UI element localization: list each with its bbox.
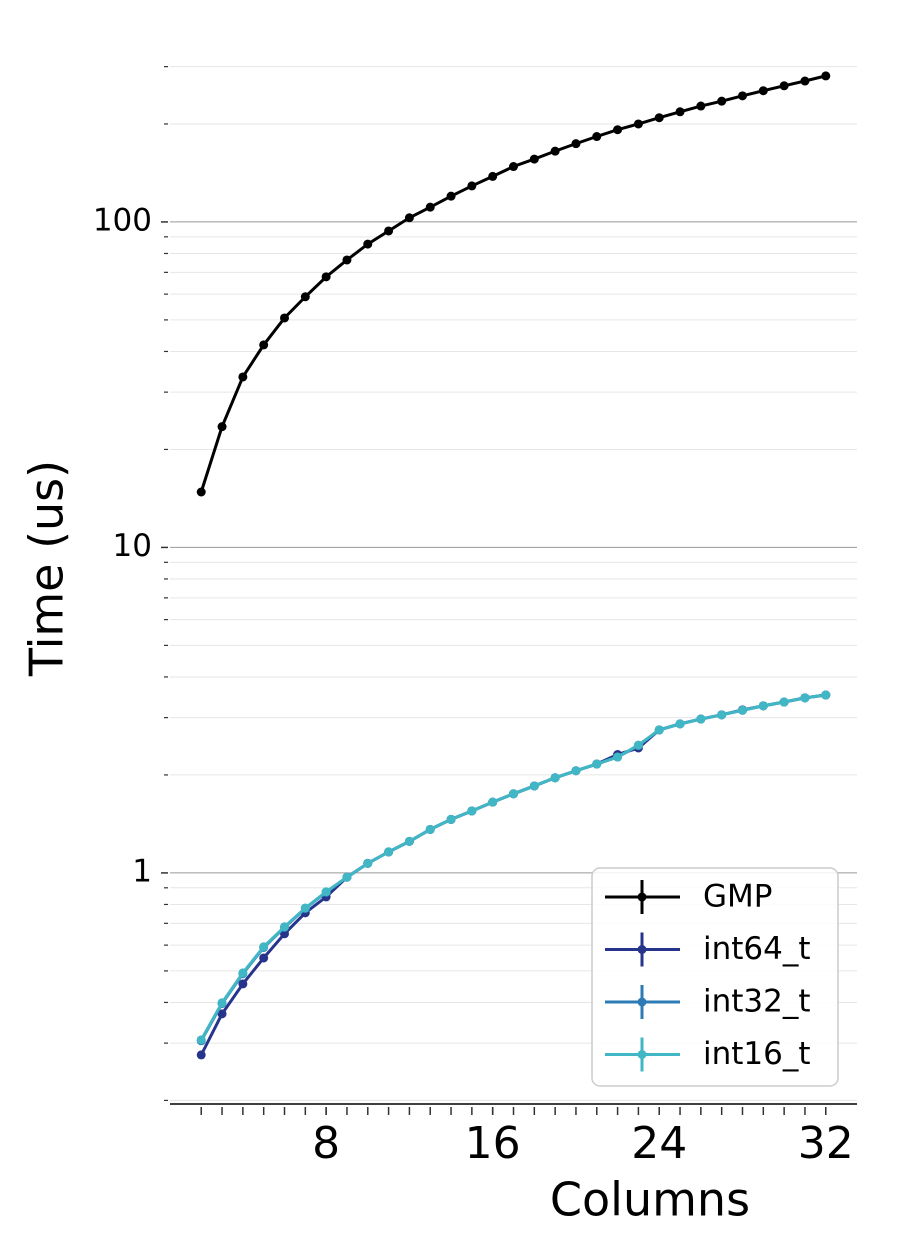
data-point <box>800 693 810 703</box>
data-point <box>654 725 664 735</box>
data-point <box>717 710 727 720</box>
data-point <box>779 81 789 91</box>
data-point <box>321 272 331 282</box>
data-point <box>571 766 581 776</box>
data-point <box>384 226 394 236</box>
y-tick-label: 10 <box>113 528 152 564</box>
data-point <box>404 836 414 846</box>
data-point <box>592 132 602 142</box>
data-point <box>363 858 373 868</box>
legend-marker <box>637 997 647 1007</box>
legend: GMP int64_t int32_t int16_t <box>591 867 839 1087</box>
y-axis-label: Time (us) <box>20 460 74 677</box>
data-point <box>321 887 331 897</box>
data-point <box>758 86 768 96</box>
data-point <box>342 872 352 882</box>
data-point <box>529 154 539 164</box>
data-point <box>467 181 477 191</box>
data-point <box>259 953 269 963</box>
data-point <box>821 690 831 700</box>
data-point <box>821 71 831 81</box>
x-tick-label: 24 <box>631 1118 687 1169</box>
data-point <box>238 979 248 989</box>
data-point <box>509 162 518 172</box>
data-point <box>675 107 685 117</box>
data-point <box>613 125 623 135</box>
data-point <box>404 213 414 223</box>
data-point <box>738 705 747 715</box>
data-point <box>196 1035 206 1045</box>
data-point <box>488 171 498 181</box>
legend-label: int32_t <box>703 984 811 1020</box>
data-point <box>738 91 747 101</box>
data-point <box>467 806 477 816</box>
legend-label: int64_t <box>703 931 811 967</box>
legend-box <box>591 867 839 1087</box>
data-point <box>675 719 685 729</box>
x-tick-label: 8 <box>312 1118 340 1169</box>
data-point <box>259 340 269 350</box>
legend-marker <box>637 892 647 902</box>
data-point <box>425 202 435 212</box>
data-point <box>196 1050 206 1060</box>
legend-marker <box>637 1050 647 1059</box>
data-point <box>217 422 227 432</box>
legend-label: GMP <box>703 879 772 915</box>
data-point <box>238 968 248 978</box>
data-point <box>509 789 518 799</box>
data-point <box>280 313 289 323</box>
x-axis-label: Columns <box>550 1173 750 1227</box>
x-tick-label: 32 <box>798 1118 854 1169</box>
data-point <box>654 113 664 123</box>
legend-marker <box>637 945 647 954</box>
data-point <box>571 139 581 149</box>
data-point <box>217 1009 227 1019</box>
data-point <box>529 781 539 791</box>
data-point <box>696 714 706 724</box>
data-point <box>550 146 560 156</box>
data-point <box>217 998 227 1008</box>
data-point <box>363 239 373 249</box>
data-point <box>280 922 289 932</box>
data-point <box>800 76 810 86</box>
data-point <box>446 191 456 201</box>
data-point <box>758 701 768 711</box>
x-tick-label: 16 <box>465 1118 521 1169</box>
data-point <box>633 740 643 750</box>
data-point <box>592 759 602 769</box>
data-point <box>488 797 498 807</box>
y-tick-label: 1 <box>132 853 152 889</box>
data-point <box>696 101 706 111</box>
data-point <box>300 292 310 302</box>
data-point <box>342 255 352 265</box>
data-point <box>779 697 789 707</box>
data-point <box>446 814 456 824</box>
data-point <box>196 487 206 497</box>
data-point <box>300 903 310 913</box>
y-tick-label: 100 <box>93 202 152 238</box>
data-point <box>717 96 727 106</box>
data-point <box>425 824 435 834</box>
data-point <box>238 372 248 382</box>
data-point <box>259 942 269 952</box>
data-point <box>613 752 623 762</box>
data-point <box>550 773 560 783</box>
legend-label: int16_t <box>703 1036 811 1072</box>
series-line <box>199 74 827 493</box>
data-point <box>633 119 643 129</box>
data-point <box>384 847 394 857</box>
